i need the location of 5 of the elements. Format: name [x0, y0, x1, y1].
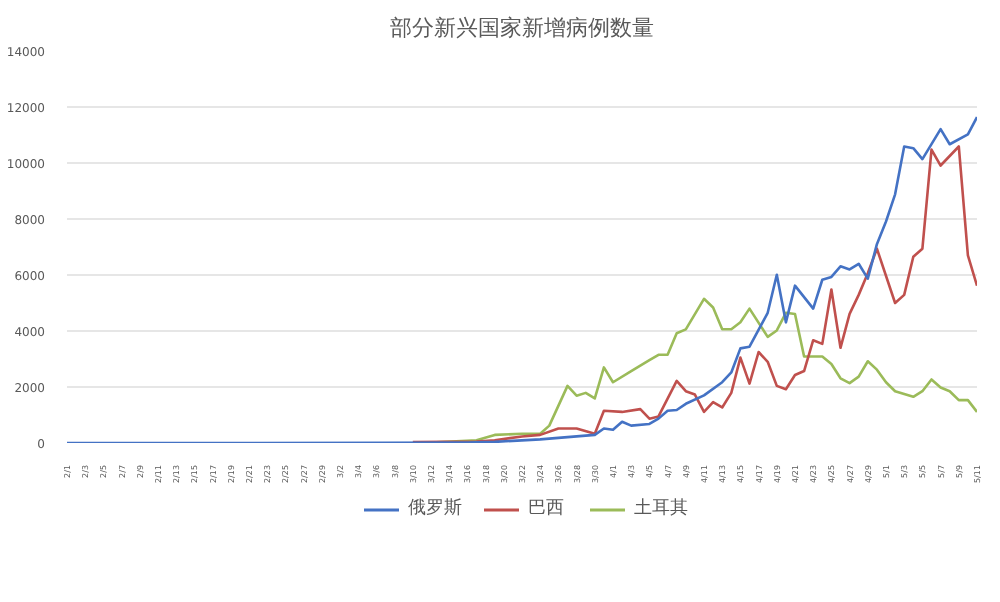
chart-title: 部分新兴国家新增病例数量: [390, 15, 654, 41]
legend-label: 巴西: [528, 497, 566, 521]
legend-label: 俄罗斯: [408, 496, 462, 521]
legend-label: 土耳其: [634, 496, 688, 521]
line-series: [67, 115, 977, 443]
